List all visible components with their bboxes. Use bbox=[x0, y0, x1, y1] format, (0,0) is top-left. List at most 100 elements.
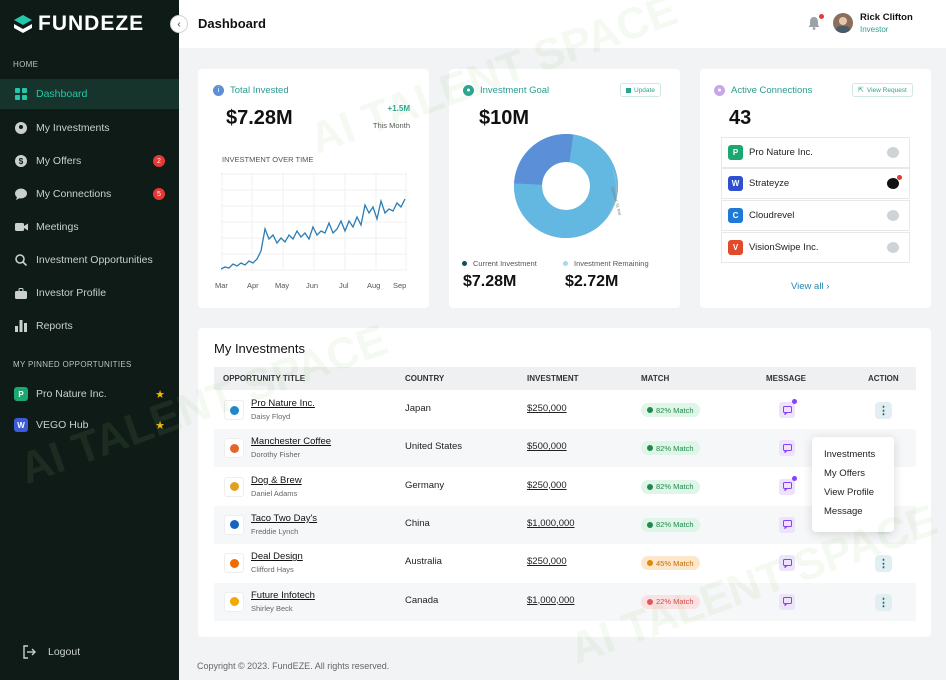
video-icon bbox=[14, 220, 28, 234]
message-button[interactable] bbox=[779, 555, 795, 572]
sidebar-item-meetings[interactable]: Meetings bbox=[0, 212, 179, 242]
bell-icon[interactable] bbox=[808, 16, 820, 30]
flag-icon bbox=[626, 87, 631, 93]
opportunity-title-link[interactable]: Future Infotech bbox=[251, 589, 315, 601]
sidebar-item-label: Investor Profile bbox=[36, 287, 107, 299]
investment-amount-link[interactable]: $250,000 bbox=[527, 403, 567, 414]
sidebar-item-investor-profile[interactable]: Investor Profile bbox=[0, 278, 179, 308]
legend-current: Current Investment bbox=[462, 259, 537, 268]
unread-dot bbox=[897, 175, 902, 180]
opportunity-title-link[interactable]: Dog & Brew bbox=[251, 474, 302, 486]
user-name[interactable]: Rick Clifton bbox=[860, 12, 913, 23]
opportunity-logo-icon bbox=[224, 514, 244, 535]
sidebar-item-investment-opportunities[interactable]: Investment Opportunities bbox=[0, 245, 179, 275]
pinned-item-pro-nature[interactable]: P Pro Nature Inc. ★ bbox=[0, 379, 179, 409]
connection-item[interactable]: W Strateyze bbox=[721, 168, 910, 199]
chat-icon[interactable] bbox=[887, 242, 899, 253]
sidebar-item-reports[interactable]: Reports bbox=[0, 311, 179, 341]
opportunity-logo-icon bbox=[224, 400, 244, 420]
row-action-button[interactable]: ⋮ bbox=[875, 402, 892, 419]
match-badge: 22% Match bbox=[641, 594, 700, 609]
x-tick-label: Mar bbox=[215, 281, 228, 290]
menu-item-investments[interactable]: Investments bbox=[824, 449, 876, 460]
x-tick-label: Aug bbox=[367, 281, 381, 290]
opportunity-owner: Freddie Lynch bbox=[251, 526, 299, 536]
view-all-label: View all bbox=[791, 281, 824, 292]
table-row: Future Infotech Shirley Beck Canada $1,000,… bbox=[214, 582, 916, 621]
logo-mark-icon bbox=[14, 15, 32, 33]
avatar[interactable] bbox=[833, 13, 853, 33]
view-request-button[interactable]: ⇱ View Request bbox=[852, 83, 913, 97]
message-button[interactable] bbox=[779, 478, 795, 495]
menu-item-my-offers[interactable]: My Offers bbox=[824, 468, 865, 479]
investment-amount-link[interactable]: $250,000 bbox=[527, 556, 567, 568]
pinned-item-vego-hub[interactable]: W VEGO Hub ★ bbox=[0, 410, 179, 440]
connection-name: Cloudrevel bbox=[749, 210, 795, 221]
chat-icon[interactable] bbox=[887, 210, 899, 221]
sidebar-item-my-connections[interactable]: My Connections 5 bbox=[0, 179, 179, 209]
investment-goal-title: ● Investment Goal bbox=[463, 85, 549, 96]
investment-amount-link[interactable]: $1,000,000 bbox=[527, 594, 575, 606]
view-all-link[interactable]: View all › bbox=[791, 281, 829, 292]
message-button[interactable] bbox=[779, 516, 795, 533]
star-icon[interactable]: ★ bbox=[155, 388, 165, 401]
message-icon bbox=[782, 520, 792, 530]
legend-label: Current Investment bbox=[473, 259, 537, 268]
connection-name: VisionSwipe Inc. bbox=[749, 242, 819, 253]
opportunity-logo-icon bbox=[224, 438, 244, 459]
match-label: 82% Match bbox=[656, 482, 694, 492]
sidebar-item-label: My Offers bbox=[36, 155, 82, 167]
match-label: 82% Match bbox=[656, 443, 694, 453]
delta-period: This Month bbox=[372, 121, 410, 130]
table-row: Manchester Coffee Dorothy Fisher United St… bbox=[214, 429, 916, 468]
dollar-icon: $ bbox=[14, 154, 28, 168]
sidebar-item-my-offers[interactable]: $ My Offers 2 bbox=[0, 146, 179, 176]
investment-amount-link[interactable]: $500,000 bbox=[527, 441, 567, 453]
x-tick-label: Jun bbox=[306, 281, 319, 290]
connection-name: Strateyze bbox=[749, 178, 790, 189]
column-header: INVESTMENT bbox=[527, 374, 579, 383]
opportunity-logo-icon bbox=[224, 476, 244, 497]
message-button[interactable] bbox=[779, 593, 795, 610]
country-cell: United States bbox=[405, 441, 463, 453]
investment-amount-link[interactable]: $1,000,000 bbox=[527, 517, 575, 529]
row-action-button[interactable]: ⋮ bbox=[875, 555, 892, 573]
message-button[interactable] bbox=[779, 440, 795, 457]
sidebar-item-my-investments[interactable]: My Investments bbox=[0, 113, 179, 143]
page-title: Dashboard bbox=[198, 16, 266, 31]
opportunity-title-link[interactable]: Pro Nature Inc. bbox=[251, 398, 315, 409]
app-logo[interactable]: FUNDEZE bbox=[12, 12, 144, 36]
chevron-right-icon: › bbox=[826, 281, 830, 292]
investment-amount-link[interactable]: $250,000 bbox=[527, 479, 567, 491]
menu-item-view-profile[interactable]: View Profile bbox=[824, 487, 874, 498]
star-icon[interactable]: ★ bbox=[155, 419, 165, 432]
chat-icon[interactable] bbox=[887, 147, 899, 158]
message-button[interactable] bbox=[779, 402, 795, 418]
menu-item-message[interactable]: Message bbox=[824, 506, 863, 517]
company-logo-icon: V bbox=[728, 240, 743, 255]
row-action-button[interactable]: ⋮ bbox=[875, 593, 892, 611]
sidebar-item-dashboard[interactable]: Dashboard bbox=[0, 79, 179, 109]
collapse-sidebar-button[interactable]: ‹ bbox=[170, 15, 188, 33]
connection-item[interactable]: C Cloudrevel bbox=[721, 200, 910, 231]
match-badge: 82% Match bbox=[641, 403, 700, 417]
update-button[interactable]: Update bbox=[620, 83, 661, 97]
sidebar: FUNDEZE HOME Dashboard My Investments $ … bbox=[0, 0, 179, 680]
opportunity-logo-icon bbox=[224, 553, 244, 574]
opportunity-title-link[interactable]: Manchester Coffee bbox=[251, 436, 332, 448]
match-label: 82% Match bbox=[656, 520, 694, 530]
opportunity-title-link[interactable]: Deal Design bbox=[251, 551, 303, 563]
chat-icon[interactable] bbox=[887, 178, 899, 189]
opportunity-title-link[interactable]: Taco Two Day's bbox=[251, 512, 318, 524]
sidebar-item-label: Investment Opportunities bbox=[36, 254, 153, 266]
bar-chart-icon bbox=[14, 319, 28, 333]
logout-button[interactable]: Logout bbox=[22, 645, 80, 659]
connection-item[interactable]: V VisionSwipe Inc. bbox=[721, 232, 910, 263]
connection-item[interactable]: P Pro Nature Inc. bbox=[721, 137, 910, 168]
table-header: OPPORTUNITY TITLE COUNTRY INVESTMENT MAT… bbox=[214, 367, 916, 390]
section-title: My Investments bbox=[214, 341, 306, 356]
match-label: 22% Match bbox=[656, 597, 694, 606]
match-badge: 45% Match bbox=[641, 556, 700, 571]
opportunity-owner: Shirley Beck bbox=[251, 603, 293, 613]
column-header: COUNTRY bbox=[405, 374, 445, 383]
